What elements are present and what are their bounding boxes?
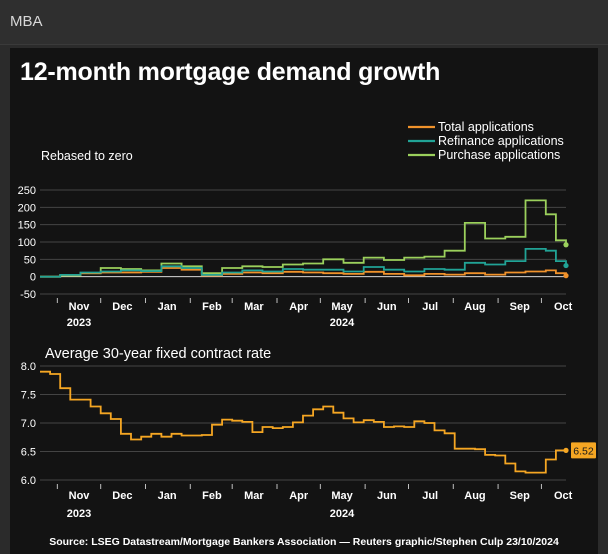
chart1-x-tick-label: Nov [69, 301, 91, 313]
chart1-x-tick-label: Jan [158, 301, 177, 313]
chart1-y-tick-label: 50 [24, 254, 36, 266]
chart2-year-label: 2024 [330, 508, 355, 520]
chart2-end-value-box [571, 442, 596, 459]
chart1-x-tick-label: Oct [554, 301, 573, 313]
legend-label-purchase: Purchase applications [438, 148, 560, 162]
chart1-x-tick-label: Jul [422, 301, 438, 313]
chart1-year-label: 2024 [330, 317, 355, 329]
chart2-x-tick-label: Jun [377, 490, 397, 502]
chart1-x-tick-label: Apr [289, 301, 309, 313]
top-bar: MBA [0, 0, 608, 45]
chart1-series-line-purchase [40, 199, 567, 278]
chart1-end-marker-refinance [563, 262, 569, 269]
chart1-x-tick-label: Sep [510, 301, 530, 313]
chart2-y-tick-label: 6.5 [21, 447, 36, 459]
chart2-end-marker-rate [563, 447, 569, 453]
chart2-x-tick-label: Jan [158, 490, 177, 502]
chart2-x-tick-label: May [331, 490, 353, 502]
chart2-y-tick-label: 6.0 [21, 475, 36, 487]
chart2-y-tick-label: 7.0 [21, 418, 36, 430]
chart1-y-tick-label: 250 [18, 185, 36, 197]
chart1-x-tick-label: Mar [244, 301, 264, 313]
chart2-x-tick-label: Dec [112, 490, 132, 502]
chart2-series-line-rate [40, 370, 566, 474]
chart2-x-tick-label: Oct [554, 490, 573, 502]
chart1-end-marker-purchase [563, 242, 569, 248]
chart2-x-tick-label: Mar [244, 490, 264, 502]
chart2-year-label: 2023 [67, 508, 91, 520]
chart-panel: 250 200 150 100 50 0 -50 Nov Dec Jan Feb Mar Apr May J… [10, 48, 598, 554]
chart2-x-tick-label: Sep [510, 490, 530, 502]
chart2-y-tick-label: 8.0 [21, 361, 36, 373]
chart2-y-tick-label: 7.5 [21, 390, 36, 402]
chart1-y-tick-label: 100 [18, 237, 36, 249]
chart1-x-tick-label: Dec [112, 301, 132, 313]
chart1-y-tick-label: 200 [18, 202, 36, 214]
chart1-y-tick-label: -50 [20, 289, 36, 301]
legend-label-total: Total applications [438, 120, 534, 134]
chart2-x-tick-label: Aug [464, 490, 485, 502]
source-note: Source: LSEG Datastream/Mortgage Bankers… [49, 536, 559, 548]
chart1-x-tick-label: May [331, 301, 353, 313]
legend-label-refinance: Refinance applications [438, 134, 564, 148]
chart1-x-tick-label: Jun [377, 301, 397, 313]
page-title: 12-month mortgage demand growth [20, 58, 441, 86]
chart2-title: Average 30-year fixed contract rate [45, 346, 271, 362]
chart1-end-marker-total [563, 273, 569, 279]
chart2-x-tick-label: Jul [422, 490, 438, 502]
source-tag-label: MBA [10, 13, 43, 30]
chart2-x-tick-label: Apr [289, 490, 309, 502]
chart2-end-value-label: 6.52 [573, 445, 594, 457]
charts-canvas: 250 200 150 100 50 0 -50 Nov Dec Jan Feb Mar Apr May J… [18, 120, 596, 520]
chart1-series-line-refinance [40, 248, 567, 278]
chart1-y-tick-label: 0 [30, 272, 36, 284]
chart1-x-tick-label: Aug [464, 301, 485, 313]
chart1-y-tick-label: 150 [18, 220, 36, 232]
chart1-x-tick-label: Feb [202, 301, 222, 313]
chart2-x-tick-label: Nov [69, 490, 91, 502]
chart1-year-label: 2023 [67, 317, 91, 329]
chart1-title: Rebased to zero [41, 149, 133, 163]
chart2-x-tick-label: Feb [202, 490, 222, 502]
